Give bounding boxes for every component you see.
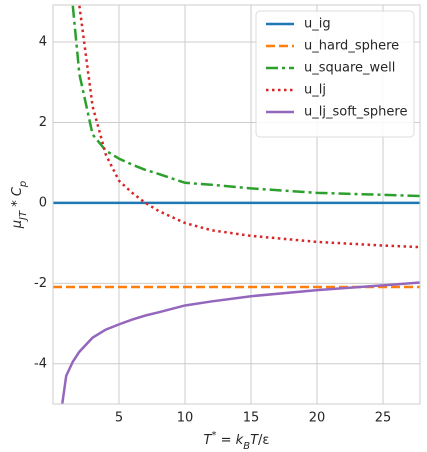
y-tick-label: 2 xyxy=(39,115,47,130)
legend-label: u_hard_sphere xyxy=(304,39,399,54)
legend-label: u_lj_soft_sphere xyxy=(304,105,407,120)
y-tick-label: 0 xyxy=(39,195,47,210)
plot-frame xyxy=(52,4,421,405)
x-tick-label: 10 xyxy=(177,411,194,426)
x-tick-label: 20 xyxy=(309,411,326,426)
x-axis-label: T* = kBT/ε xyxy=(204,430,270,452)
series-line xyxy=(71,5,420,198)
x-tick-label: 25 xyxy=(375,411,392,426)
legend-box xyxy=(255,10,415,138)
legend-label: u_square_well xyxy=(304,61,395,76)
x-tick-label: 15 xyxy=(243,411,260,426)
y-tick-label: 4 xyxy=(39,35,47,50)
y-tick-label: -4 xyxy=(34,356,47,371)
y-tick-label: -2 xyxy=(34,276,47,291)
series-line xyxy=(78,5,420,249)
legend-label: u_lj xyxy=(304,83,326,98)
y-axis-label: μJT * Cp xyxy=(10,181,29,230)
plot-lines xyxy=(53,5,420,404)
legend-label: u_ig xyxy=(304,17,331,32)
x-tick-label: 5 xyxy=(115,411,123,426)
series-line xyxy=(61,281,420,404)
